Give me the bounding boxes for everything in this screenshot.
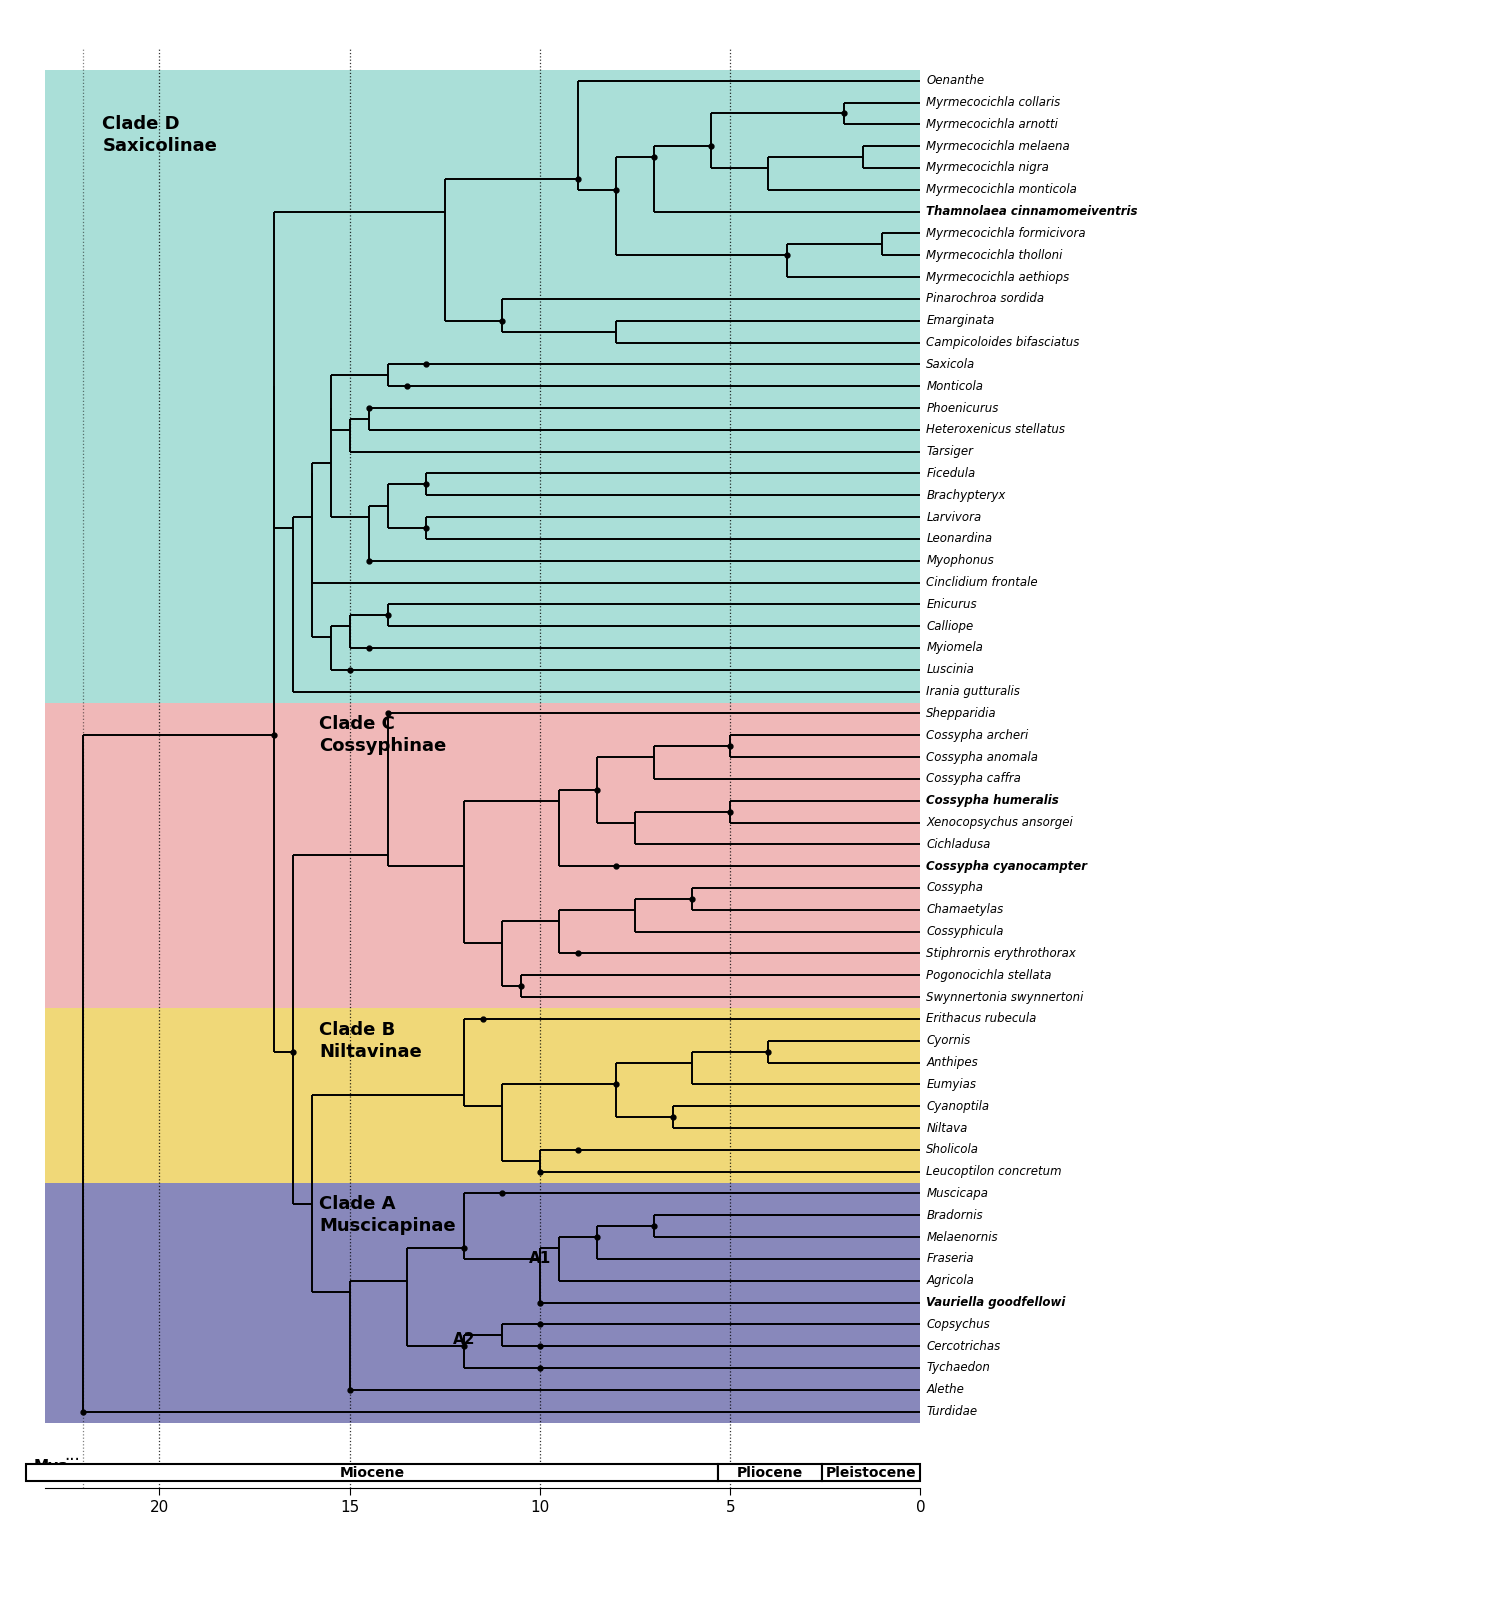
Text: Ficedula: Ficedula: [927, 467, 975, 480]
Text: Cossypha archeri: Cossypha archeri: [927, 728, 1029, 742]
Bar: [718, 1464, 822, 1482]
Text: Pleistocene: Pleistocene: [825, 1466, 916, 1480]
Text: Cossypha humeralis: Cossypha humeralis: [927, 794, 1059, 808]
Text: Oenanthe: Oenanthe: [927, 74, 984, 88]
Text: Cossypha: Cossypha: [927, 882, 984, 894]
Text: Pliocene: Pliocene: [736, 1466, 803, 1480]
Text: Thamnolaea cinnamomeiventris: Thamnolaea cinnamomeiventris: [927, 205, 1138, 218]
Text: Cossypha cyanocampter: Cossypha cyanocampter: [927, 859, 1086, 872]
Text: Agricola: Agricola: [927, 1274, 975, 1288]
Text: Niltava: Niltava: [927, 1122, 967, 1134]
Text: Cyanoptila: Cyanoptila: [927, 1099, 990, 1112]
Text: Pinarochroa sordida: Pinarochroa sordida: [927, 293, 1044, 306]
Text: Tarsiger: Tarsiger: [927, 445, 973, 458]
Text: Melaenornis: Melaenornis: [927, 1230, 997, 1243]
Bar: [45, 1008, 920, 1182]
Text: Eumyias: Eumyias: [927, 1078, 976, 1091]
Text: Heteroxenicus stellatus: Heteroxenicus stellatus: [927, 424, 1065, 437]
Text: Turdidae: Turdidae: [927, 1405, 978, 1418]
Bar: [822, 1464, 920, 1482]
Bar: [45, 702, 920, 1008]
Text: Enicurus: Enicurus: [927, 598, 976, 611]
Text: Luscinia: Luscinia: [927, 664, 975, 677]
Text: Chamaetylas: Chamaetylas: [927, 904, 1003, 917]
Text: Swynnertonia swynnertoni: Swynnertonia swynnertoni: [927, 990, 1083, 1003]
Text: Vauriella goodfellowi: Vauriella goodfellowi: [927, 1296, 1065, 1309]
Text: Sholicola: Sholicola: [927, 1144, 979, 1157]
Bar: [45, 1182, 920, 1422]
Text: Cossypha caffra: Cossypha caffra: [927, 773, 1022, 786]
Text: Saxicola: Saxicola: [927, 358, 975, 371]
Text: Myrmecocichla aethiops: Myrmecocichla aethiops: [927, 270, 1070, 283]
Text: ...: ...: [65, 1446, 80, 1464]
Text: Stiphrornis erythrothorax: Stiphrornis erythrothorax: [927, 947, 1076, 960]
Text: Mya: Mya: [33, 1459, 69, 1474]
Text: Larvivora: Larvivora: [927, 510, 981, 523]
Text: Cercotrichas: Cercotrichas: [927, 1339, 1000, 1352]
Text: Myophonus: Myophonus: [927, 554, 994, 568]
Text: Cinclidium frontale: Cinclidium frontale: [927, 576, 1038, 589]
Text: Myrmecocichla formicivora: Myrmecocichla formicivora: [927, 227, 1086, 240]
Text: Anthipes: Anthipes: [927, 1056, 978, 1069]
Text: Fraseria: Fraseria: [927, 1253, 973, 1266]
Text: Xenocopsychus ansorgei: Xenocopsychus ansorgei: [927, 816, 1073, 829]
Text: Tychaedon: Tychaedon: [927, 1362, 990, 1374]
Text: Myrmecocichla monticola: Myrmecocichla monticola: [927, 184, 1077, 197]
Bar: [26, 1464, 718, 1482]
Text: Myrmecocichla tholloni: Myrmecocichla tholloni: [927, 248, 1062, 262]
Text: Alethe: Alethe: [927, 1384, 964, 1397]
Text: Clade A
Muscicapinae: Clade A Muscicapinae: [320, 1195, 456, 1235]
Text: Calliope: Calliope: [927, 619, 973, 632]
Text: Irania gutturalis: Irania gutturalis: [927, 685, 1020, 698]
Text: Campicoloides bifasciatus: Campicoloides bifasciatus: [927, 336, 1079, 349]
Text: Cichladusa: Cichladusa: [927, 838, 990, 851]
Text: Cossypha anomala: Cossypha anomala: [927, 750, 1038, 763]
Text: Myrmecocichla collaris: Myrmecocichla collaris: [927, 96, 1061, 109]
Text: Myrmecocichla nigra: Myrmecocichla nigra: [927, 162, 1049, 174]
Text: A2: A2: [453, 1333, 475, 1347]
Text: Cyornis: Cyornis: [927, 1034, 970, 1048]
Text: Clade B
Niltavinae: Clade B Niltavinae: [320, 1021, 423, 1061]
Text: Shepparidia: Shepparidia: [927, 707, 997, 720]
Text: Clade D
Saxicolinae: Clade D Saxicolinae: [103, 115, 217, 155]
Text: Monticola: Monticola: [927, 379, 984, 392]
Text: Myiomela: Myiomela: [927, 642, 982, 654]
Text: Pogonocichla stellata: Pogonocichla stellata: [927, 968, 1052, 982]
Text: Phoenicurus: Phoenicurus: [927, 402, 999, 414]
Text: Cossyphicula: Cossyphicula: [927, 925, 1003, 938]
Text: Myrmecocichla melaena: Myrmecocichla melaena: [927, 139, 1070, 152]
Text: Miocene: Miocene: [340, 1466, 404, 1480]
Text: Leucoptilon concretum: Leucoptilon concretum: [927, 1165, 1062, 1178]
Text: Brachypteryx: Brachypteryx: [927, 488, 1005, 502]
Text: Erithacus rubecula: Erithacus rubecula: [927, 1013, 1037, 1026]
Text: Clade C
Cossyphinae: Clade C Cossyphinae: [320, 715, 447, 755]
Text: Muscicapa: Muscicapa: [927, 1187, 988, 1200]
Text: Copsychus: Copsychus: [927, 1318, 990, 1331]
Text: Bradornis: Bradornis: [927, 1208, 982, 1222]
Bar: [45, 70, 920, 702]
Text: Leonardina: Leonardina: [927, 533, 993, 546]
Text: Emarginata: Emarginata: [927, 314, 994, 328]
Text: Myrmecocichla arnotti: Myrmecocichla arnotti: [927, 118, 1058, 131]
Text: A1: A1: [528, 1251, 551, 1267]
